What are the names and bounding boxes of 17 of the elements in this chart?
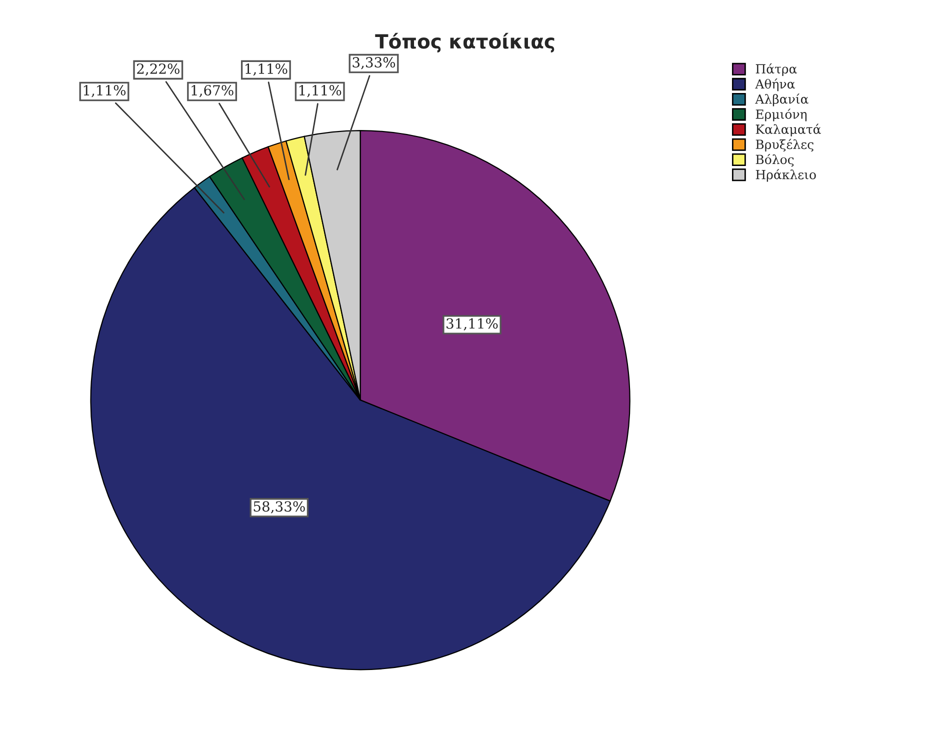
data-label: 58,33% [254,501,305,514]
data-label: 1,11% [299,85,342,98]
legend-label: Αλβανία [755,94,808,106]
legend-label: Βόλος [756,154,794,167]
data-label: 1,67% [192,85,234,98]
legend-label: Πάτρα [756,63,797,76]
legend-label: Αθήνα [755,78,795,92]
data-label: 1,11% [246,63,288,76]
legend-label: Καλαματά [756,124,821,136]
data-label: 1,11% [84,85,126,98]
data-label: 3,33% [352,57,396,70]
data-label: 2,22% [137,63,180,76]
data-label: 31,11% [446,318,498,330]
chart-title: Τόπος κατοίκιας [375,32,554,52]
legend-label: Βρυξέλες [756,138,814,152]
legend-label: Ερμιόνη [756,108,807,122]
legend-label: Ηράκλειο [756,169,816,182]
